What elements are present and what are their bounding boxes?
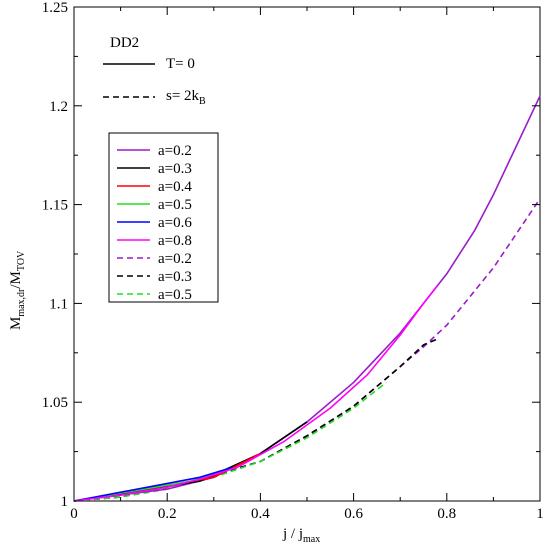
series-legend-label: a=0.2 xyxy=(158,251,192,267)
series-legend-label: a=0.8 xyxy=(158,233,192,249)
series-legend-box xyxy=(108,132,219,303)
y-tick-label: 1.15 xyxy=(42,198,68,214)
x-tick-label: 1 xyxy=(536,506,544,522)
y-axis-label-sub2: TOV xyxy=(16,250,27,271)
series-line-a-0-5-dashed xyxy=(73,381,387,502)
y-axis-label-mid: /M xyxy=(8,271,24,289)
x-axis-label: j / jmax xyxy=(282,526,320,545)
y-tick-label: 1.05 xyxy=(42,395,68,411)
eos-legend-dashed-label: s= 2kB xyxy=(166,88,206,107)
y-tick-label: 1.25 xyxy=(42,0,68,16)
series-line-a-0-6-solid xyxy=(73,466,233,502)
series-legend-label: a=0.3 xyxy=(158,269,192,285)
eos-legend-dashed-label-sub: B xyxy=(199,96,206,107)
series-legend: a=0.2 a=0.3 a=0.4 a=0.5 a=0.6 a=0.8 a=0.2 a=0.3… xyxy=(108,132,219,303)
x-tick-label: 0.2 xyxy=(158,506,177,522)
series-legend-label: a=0.2 xyxy=(158,143,192,159)
x-tick-label: 0.8 xyxy=(437,506,456,522)
eos-legend-dashed-label-main: s= 2k xyxy=(166,88,200,104)
series-legend-label: a=0.6 xyxy=(158,215,192,231)
y-axis-label: Mmax,dr/MTOV xyxy=(8,250,27,330)
tick-layer: 0 0.2 0.4 0.6 0.8 1 1 1.05 1.1 1.15 1.2 1.25 xyxy=(42,0,544,522)
series-line-a-0-2-solid xyxy=(73,95,541,502)
y-axis-label-main: M xyxy=(8,317,24,330)
series-legend-label: a=0.4 xyxy=(158,179,192,195)
y-tick-label: 1.1 xyxy=(49,296,68,312)
series-legend-label: a=0.5 xyxy=(158,287,192,303)
y-axis-label-sub1: max,dr xyxy=(16,288,27,317)
series-legend-label: a=0.3 xyxy=(158,161,192,177)
x-axis-label-main: j / j xyxy=(282,526,303,542)
eos-legend-solid-label: T= 0 xyxy=(166,56,195,72)
y-tick-label: 1.2 xyxy=(49,99,68,115)
series-layer xyxy=(73,95,541,502)
series-line-a-0-8-solid xyxy=(73,285,439,502)
x-tick-label: 0.6 xyxy=(344,506,363,522)
x-tick-label: 0.4 xyxy=(251,506,270,522)
series-legend-label: a=0.5 xyxy=(158,197,192,213)
eos-legend: DD2 T= 0 s= 2kB xyxy=(103,35,206,107)
y-tick-label: 1 xyxy=(61,494,69,510)
eos-legend-title: DD2 xyxy=(110,35,139,51)
x-tick-label: 0 xyxy=(70,506,78,522)
x-axis-label-sub: max xyxy=(303,534,320,545)
